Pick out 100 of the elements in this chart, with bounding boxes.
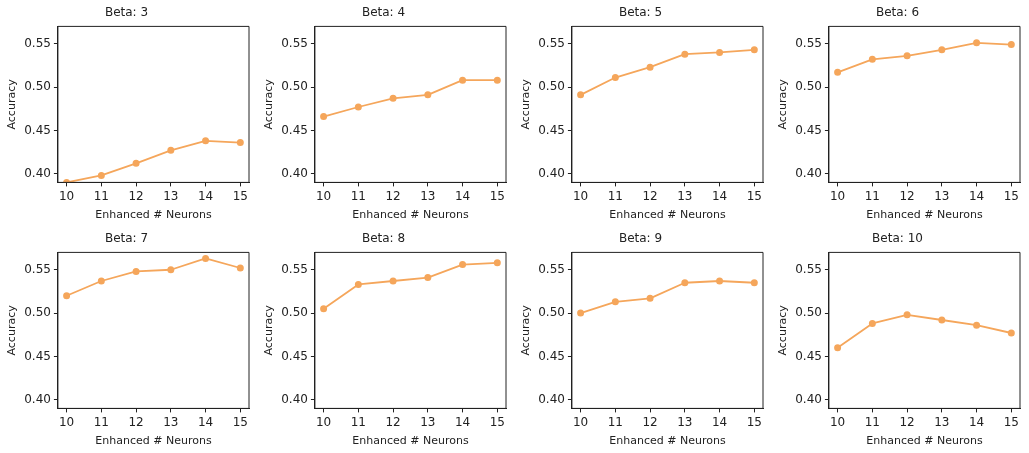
- x-tick-label: 12: [642, 188, 658, 203]
- x-tick-label: 11: [607, 414, 623, 429]
- y-axis-title: Accuracy: [519, 304, 533, 356]
- x-tick-label: 12: [385, 414, 401, 429]
- y-tick-label: 0.55: [24, 35, 51, 50]
- x-tick-label: 14: [454, 414, 471, 429]
- y-axis-title: Accuracy: [776, 304, 790, 356]
- x-tick-label: 12: [128, 188, 144, 203]
- y-tick-label: 0.45: [795, 122, 822, 137]
- chart-title: Beta: 4: [361, 5, 406, 20]
- y-tick-label: 0.50: [24, 79, 51, 94]
- x-tick-label: 15: [1003, 188, 1019, 203]
- x-tick-label: 11: [93, 414, 109, 429]
- y-tick-label: 0.45: [795, 348, 822, 363]
- y-tick-label: 0.50: [538, 305, 565, 320]
- y-tick-label: 0.40: [538, 391, 565, 406]
- x-axis-title: Enhanced # Neurons: [95, 208, 212, 222]
- y-tick-label: 0.55: [538, 35, 565, 50]
- y-axis-title: Accuracy: [519, 78, 533, 130]
- y-tick-label: 0.50: [281, 305, 308, 320]
- x-tick-label: 10: [58, 414, 75, 429]
- x-axis-title: Enhanced # Neurons: [352, 208, 469, 222]
- x-tick-label: 14: [968, 188, 985, 203]
- x-tick-label: 13: [677, 414, 693, 429]
- x-axis-title: Enhanced # Neurons: [866, 208, 983, 222]
- y-tick-label: 0.40: [538, 165, 565, 180]
- x-tick-label: 14: [968, 414, 985, 429]
- y-tick-label: 0.40: [281, 165, 308, 180]
- y-tick-label: 0.40: [281, 391, 308, 406]
- y-axis-title: Accuracy: [5, 78, 19, 130]
- x-tick-label: 15: [1003, 414, 1019, 429]
- y-tick-label: 0.45: [281, 122, 308, 137]
- x-tick-label: 12: [899, 414, 915, 429]
- y-tick-label: 0.50: [538, 79, 565, 94]
- y-axis-title: Accuracy: [262, 78, 276, 130]
- y-tick-label: 0.50: [795, 305, 822, 320]
- y-tick-label: 0.40: [24, 165, 51, 180]
- x-tick-label: 15: [232, 414, 248, 429]
- chart-title: Beta: 6: [875, 5, 920, 20]
- y-axis-title: Accuracy: [5, 304, 19, 356]
- chart-title: Beta: 3: [104, 5, 149, 20]
- x-tick-label: 11: [93, 188, 109, 203]
- x-tick-label: 13: [934, 188, 950, 203]
- y-tick-label: 0.50: [795, 79, 822, 94]
- x-tick-label: 10: [572, 414, 589, 429]
- x-tick-label: 10: [572, 188, 589, 203]
- x-tick-label: 10: [58, 188, 75, 203]
- x-axis-title: Enhanced # Neurons: [95, 434, 212, 448]
- y-tick-label: 0.45: [538, 348, 565, 363]
- x-tick-label: 14: [711, 188, 728, 203]
- x-tick-label: 14: [711, 414, 728, 429]
- x-tick-label: 10: [829, 414, 846, 429]
- y-tick-label: 0.45: [24, 122, 51, 137]
- x-tick-label: 14: [454, 188, 471, 203]
- y-tick-label: 0.45: [24, 348, 51, 363]
- y-tick-label: 0.55: [795, 261, 822, 276]
- x-tick-label: 11: [864, 414, 880, 429]
- x-tick-label: 13: [163, 414, 179, 429]
- chart-title: Beta: 9: [618, 231, 663, 246]
- chart-title: Beta: 5: [618, 5, 663, 20]
- x-tick-label: 15: [489, 188, 505, 203]
- y-tick-label: 0.55: [24, 261, 51, 276]
- y-tick-label: 0.55: [538, 261, 565, 276]
- x-tick-label: 10: [829, 188, 846, 203]
- x-tick-label: 13: [420, 414, 436, 429]
- chart-title: Beta: 8: [361, 231, 406, 246]
- x-tick-label: 13: [934, 414, 950, 429]
- y-tick-label: 0.40: [795, 391, 822, 406]
- x-tick-label: 14: [197, 188, 214, 203]
- chart-title: Beta: 10: [872, 231, 923, 246]
- x-axis-title: Enhanced # Neurons: [609, 208, 726, 222]
- y-tick-label: 0.45: [538, 122, 565, 137]
- x-tick-label: 12: [385, 188, 401, 203]
- y-axis-title: Accuracy: [262, 304, 276, 356]
- x-tick-label: 12: [642, 414, 658, 429]
- y-tick-label: 0.55: [281, 261, 308, 276]
- x-axis-title: Enhanced # Neurons: [866, 434, 983, 448]
- y-tick-label: 0.45: [281, 348, 308, 363]
- y-tick-label: 0.50: [24, 305, 51, 320]
- x-tick-label: 12: [128, 414, 144, 429]
- x-tick-label: 15: [489, 414, 505, 429]
- x-tick-label: 12: [899, 188, 915, 203]
- x-tick-label: 10: [315, 414, 332, 429]
- x-tick-label: 11: [864, 188, 880, 203]
- x-tick-label: 15: [232, 188, 248, 203]
- x-tick-label: 11: [350, 188, 366, 203]
- chart-title: Beta: 7: [104, 231, 149, 246]
- x-tick-label: 13: [420, 188, 436, 203]
- x-tick-label: 11: [350, 414, 366, 429]
- y-tick-label: 0.40: [24, 391, 51, 406]
- y-tick-label: 0.50: [281, 79, 308, 94]
- x-tick-label: 14: [197, 414, 214, 429]
- x-axis-title: Enhanced # Neurons: [609, 434, 726, 448]
- x-tick-label: 15: [746, 414, 762, 429]
- x-tick-label: 13: [677, 188, 693, 203]
- x-tick-label: 11: [607, 188, 623, 203]
- x-tick-label: 15: [746, 188, 762, 203]
- y-axis-title: Accuracy: [776, 78, 790, 130]
- x-tick-label: 13: [163, 188, 179, 203]
- y-tick-label: 0.55: [281, 35, 308, 50]
